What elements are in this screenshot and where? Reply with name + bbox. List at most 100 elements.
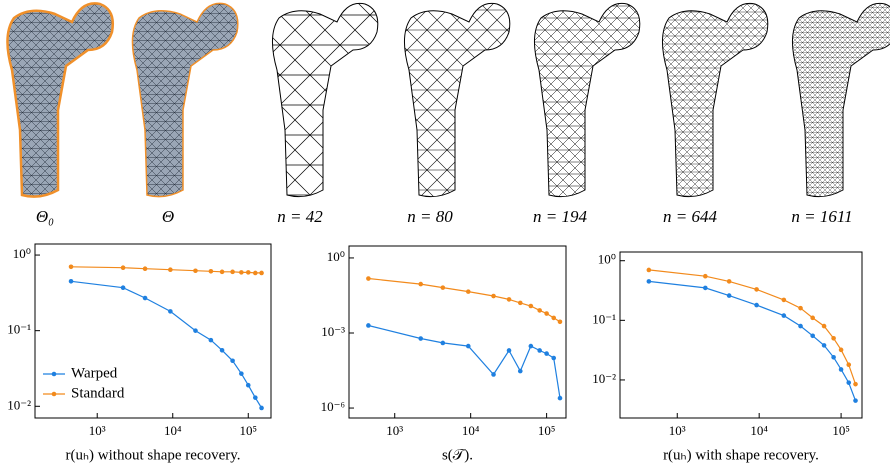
data-point	[440, 285, 446, 290]
panel-label: n = 194	[533, 207, 587, 226]
data-point	[253, 270, 258, 276]
data-point	[418, 336, 424, 341]
data-point	[142, 295, 148, 301]
series-line	[648, 280, 857, 401]
legend-label: Standard	[71, 385, 125, 401]
data-point	[838, 367, 844, 372]
panel-label: n = 1611	[791, 207, 852, 226]
x-tick-label: 10³	[386, 423, 403, 438]
data-point	[239, 270, 244, 275]
panel-label: Θ	[162, 207, 174, 226]
data-point	[798, 305, 803, 311]
data-point	[544, 351, 549, 356]
data-point	[838, 347, 844, 353]
legend-marker	[51, 371, 57, 377]
meshes	[6, 2, 890, 198]
legend-marker	[51, 391, 57, 397]
data-point	[853, 398, 858, 403]
data-point	[239, 371, 244, 376]
series-line	[648, 269, 857, 385]
data-point	[544, 311, 549, 316]
data-point	[517, 300, 523, 306]
data-point	[528, 343, 534, 349]
data-point	[120, 265, 126, 271]
data-point	[754, 302, 759, 308]
data-point	[366, 276, 371, 281]
y-tick-label: 10⁻¹	[592, 311, 616, 326]
y-tick-label: 10⁻⁶	[321, 399, 345, 414]
data-point	[781, 313, 787, 318]
data-point	[821, 323, 827, 329]
x-tick-label: 10⁴	[164, 423, 182, 438]
data-point	[810, 315, 815, 321]
data-point	[142, 266, 148, 271]
data-point	[831, 354, 836, 360]
x-tick-label: 10⁵	[239, 423, 257, 438]
x-tick-label: 10⁵	[832, 423, 850, 438]
data-point	[846, 380, 852, 385]
data-point	[537, 308, 542, 313]
x-tick-label: 10⁴	[750, 423, 768, 438]
data-point	[726, 293, 732, 298]
data-point	[798, 323, 803, 329]
y-tick-label: 10⁰	[13, 246, 31, 261]
y-tick-label: 10⁻²	[7, 397, 31, 412]
data-point	[754, 287, 759, 292]
series-line	[368, 277, 561, 323]
mesh-image	[131, 2, 239, 198]
data-point	[465, 289, 471, 294]
data-point	[193, 268, 198, 274]
data-point	[245, 382, 251, 388]
mesh-image	[403, 2, 511, 198]
mesh-image	[271, 2, 379, 198]
data-point	[831, 335, 836, 341]
data-point	[259, 270, 264, 276]
data-point	[68, 264, 74, 270]
panel-label: n = 80	[407, 207, 453, 226]
x-axis-label: r(uₕ) without shape recovery.	[65, 447, 240, 463]
data-point	[230, 269, 235, 275]
data-point	[703, 273, 708, 279]
y-tick-label: 10⁰	[327, 249, 345, 264]
data-point	[168, 309, 173, 314]
y-tick-label: 10⁻³	[321, 324, 345, 339]
data-point	[366, 323, 371, 328]
data-point	[168, 267, 173, 273]
data-point	[193, 328, 198, 333]
data-point	[491, 293, 496, 299]
data-point	[440, 340, 446, 346]
data-point	[506, 348, 512, 353]
mesh-image	[791, 2, 890, 198]
data-point	[726, 279, 732, 284]
plot-frame	[619, 251, 863, 419]
data-point	[208, 268, 214, 274]
data-point	[846, 362, 852, 368]
y-tick-label: 10⁻¹	[7, 322, 31, 337]
data-point	[537, 348, 542, 353]
data-point	[120, 285, 126, 291]
data-point	[821, 343, 827, 348]
data-point	[781, 297, 787, 303]
data-point	[491, 372, 496, 377]
data-point	[230, 358, 235, 364]
data-point	[557, 319, 563, 325]
y-tick-label: 10⁻²	[592, 371, 616, 386]
mesh-image	[661, 2, 769, 198]
x-tick-label: 10⁴	[462, 423, 480, 438]
plot-frame	[348, 245, 567, 419]
x-tick-label: 10⁵	[538, 423, 556, 438]
x-tick-label: 10³	[89, 423, 106, 438]
mesh-image	[533, 2, 641, 198]
series-line	[70, 280, 263, 409]
data-point	[68, 278, 74, 284]
x-tick-label: 10³	[669, 423, 686, 438]
data-point	[646, 267, 652, 273]
mesh-image	[6, 2, 115, 198]
panel-label: n = 42	[277, 207, 323, 226]
data-point	[551, 355, 557, 361]
data-point	[517, 368, 523, 374]
x-axis-label: r(uₕ) with shape recovery.	[663, 447, 819, 463]
data-point	[551, 315, 557, 321]
data-point	[245, 270, 251, 275]
